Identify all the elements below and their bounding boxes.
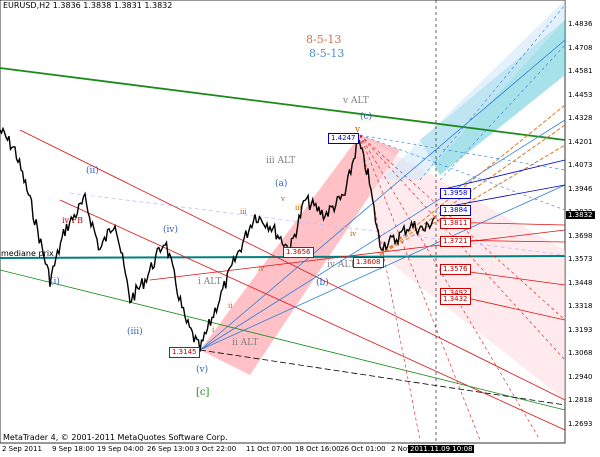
red-fan-3 <box>359 134 541 441</box>
red-fan-2 <box>359 134 566 361</box>
x-tick: 26 Oct 01:00 <box>340 445 386 453</box>
red-fan-5 <box>359 134 421 441</box>
x-tick: 2 Sep 2011 <box>2 445 42 453</box>
black-dash-line <box>199 349 566 406</box>
wave-label-iv-small-2: iv <box>350 230 357 238</box>
y-tick: 1.4201 <box>568 137 593 146</box>
red-channel-upper <box>19 129 566 401</box>
wave-label-b: (b) <box>316 278 329 288</box>
wave-label-iv-alt: iv ALT <box>327 260 356 270</box>
wave-label-c: (c) <box>360 112 373 122</box>
wave-label-iii-small: iii <box>240 208 247 216</box>
x-tick: 2 Nov <box>391 445 412 453</box>
purple-dash-line <box>69 192 566 256</box>
y-tick: 1.4073 <box>568 161 593 169</box>
x-tick: 11 Oct 07:00 <box>246 445 292 453</box>
wave-label-iv: (iv) <box>163 225 178 235</box>
price-box-1-3145: 1.3145 <box>169 347 200 358</box>
y-tick: 1.3448 <box>568 278 593 287</box>
price-line <box>0 126 435 352</box>
y-tick: 1.3318 <box>568 302 593 310</box>
price-box-1-3608: 1.3608 <box>353 257 384 268</box>
green-trendline <box>0 67 566 141</box>
price-box-1-3432: 1.3432 <box>440 294 471 305</box>
wave-label-ii: (ii) <box>86 166 99 176</box>
copyright-text: MetaTrader 4, © 2001-2011 MetaQuotes Sof… <box>3 433 228 442</box>
wave-label-ii-alt: ii ALT <box>232 338 259 348</box>
price-box-1-3884: 1.3884 <box>440 205 471 216</box>
wave-label-v: (v) <box>196 365 209 375</box>
wave-label-i: (i) <box>50 277 60 287</box>
price-box-1-3811: 1.3811 <box>440 218 471 229</box>
fib-label-orange: 8-5-13 <box>306 33 342 46</box>
y-tick: 1.2818 <box>568 396 593 404</box>
wave-label-v-small: v <box>281 195 285 203</box>
price-box-1-3576: 1.3576 <box>440 264 471 275</box>
orange-fan-1 <box>379 104 566 256</box>
orange-fan-2 <box>379 124 566 256</box>
x-tick: 2011.11.09 10:08 <box>408 445 475 453</box>
red-channel-mid <box>59 199 566 431</box>
blue-fan-dash-1 <box>359 134 566 171</box>
y-tick: 1.3573 <box>568 255 593 263</box>
x-tick: 19 Sep 04:00 <box>97 445 144 453</box>
y-tick: 1.3698 <box>568 231 593 240</box>
fib-label-blue: 8-5-13 <box>309 47 345 60</box>
y-tick: 1.3193 <box>568 325 593 334</box>
wave-label-iii-small-2: iii <box>295 204 302 212</box>
blue-fan-zone <box>380 0 565 180</box>
price-box-1-4247: 1.4247 <box>328 133 359 144</box>
y-tick: 1.4453 <box>568 90 593 99</box>
wave-label-a: (a) <box>275 179 288 189</box>
mediane-label: mediane prix <box>1 249 54 258</box>
blue-fan-dash-3 <box>419 4 566 181</box>
wave-label-iii-alt: iii ALT <box>266 156 296 166</box>
wave-label-v-top: v <box>355 125 361 135</box>
blue-level-2 <box>439 184 566 209</box>
y-tick: 1.4328 <box>568 114 593 122</box>
x-tick: 18 Oct 16:00 <box>295 445 341 453</box>
y-tick: 1.4708 <box>568 43 593 52</box>
wave-label-i-alt: i ALT <box>198 277 222 287</box>
y-tick: 1.4581 <box>568 67 593 75</box>
wave-label-v-alt: v ALT <box>343 96 369 106</box>
blue-fan-1 <box>199 119 566 351</box>
wave-label-iii: (iii) <box>127 327 143 337</box>
current-price-marker: 1.3832 <box>566 211 595 219</box>
price-box-1-3958: 1.3958 <box>440 188 471 199</box>
y-tick: 1.3946 <box>568 184 593 193</box>
green-channel-lower <box>0 269 566 411</box>
x-tick: 9 Sep 18:00 <box>52 445 95 453</box>
blue-fan-dash-2 <box>359 134 566 211</box>
wave-label-i-small: i <box>212 326 215 334</box>
y-tick: 1.4836 <box>568 20 593 28</box>
blue-fan-dash-4 <box>439 44 566 181</box>
y-tick: 1.2693 <box>568 419 593 428</box>
wave-label-iv-small: iv <box>258 265 265 273</box>
x-tick: 26 Sep 13:00 <box>147 445 194 453</box>
wave-label-iv-fib: iv FB <box>62 216 84 225</box>
x-tick: 3 Oct 22:00 <box>195 445 237 453</box>
red-trendline <box>149 229 566 281</box>
symbol-header: EURUSD,H2 1.3836 1.3838 1.3831 1.3832 <box>3 1 173 10</box>
blue-fan-2 <box>199 39 566 351</box>
price-box-1-3656: 1.3656 <box>283 247 314 258</box>
wave-label-c-bracket: [c] <box>196 387 210 398</box>
price-box-1-3721: 1.3721 <box>440 236 471 247</box>
y-tick: 1.3068 <box>568 349 593 357</box>
red-fan-4 <box>359 134 481 441</box>
blue-level-1 <box>439 159 566 191</box>
y-tick: 1.2940 <box>568 372 593 381</box>
wave-label-ii-small: ii <box>228 302 233 310</box>
